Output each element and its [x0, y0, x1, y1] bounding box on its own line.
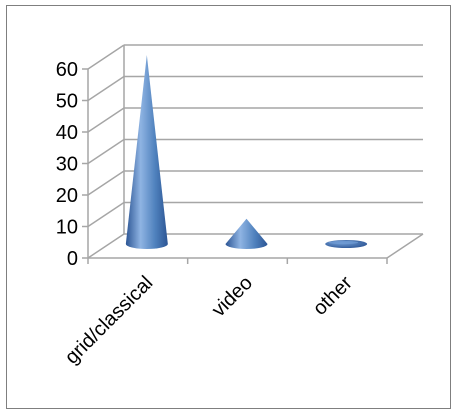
y-tick-label: 60 [56, 59, 78, 81]
y-tick-label: 0 [67, 248, 78, 270]
grid-layer [87, 44, 424, 259]
axis-layer [82, 68, 388, 264]
gridline-side-3 [87, 138, 125, 165]
cone-body [225, 218, 268, 249]
x-category-label: grid/classical [61, 272, 158, 369]
labels-layer: 0 10 20 30 40 50 60 grid/classical video other [56, 59, 357, 368]
gridline-side-2 [87, 170, 125, 196]
y-tick-label: 50 [56, 91, 78, 113]
bar-other [325, 240, 368, 248]
bar-video [225, 218, 268, 249]
y-tick-label: 30 [56, 154, 78, 176]
x-category-label: video [208, 272, 257, 321]
gridline-side-0 [87, 233, 125, 259]
x-category-label: other [309, 272, 357, 320]
gridline-side-6 [87, 44, 125, 70]
y-tick-label: 10 [56, 217, 78, 239]
bar-grid-classical [125, 55, 168, 249]
gridline-side-5 [87, 75, 125, 102]
gridline-side-4 [87, 107, 125, 133]
y-tick-label: 40 [56, 122, 78, 144]
cone-body [125, 55, 168, 249]
gridline-side-1 [87, 201, 125, 228]
y-tick-label: 20 [56, 185, 78, 207]
cone-highlight [328, 240, 359, 245]
chart-frame [6, 5, 451, 409]
floor-right-edge [386, 233, 424, 259]
bars-layer [125, 55, 368, 249]
